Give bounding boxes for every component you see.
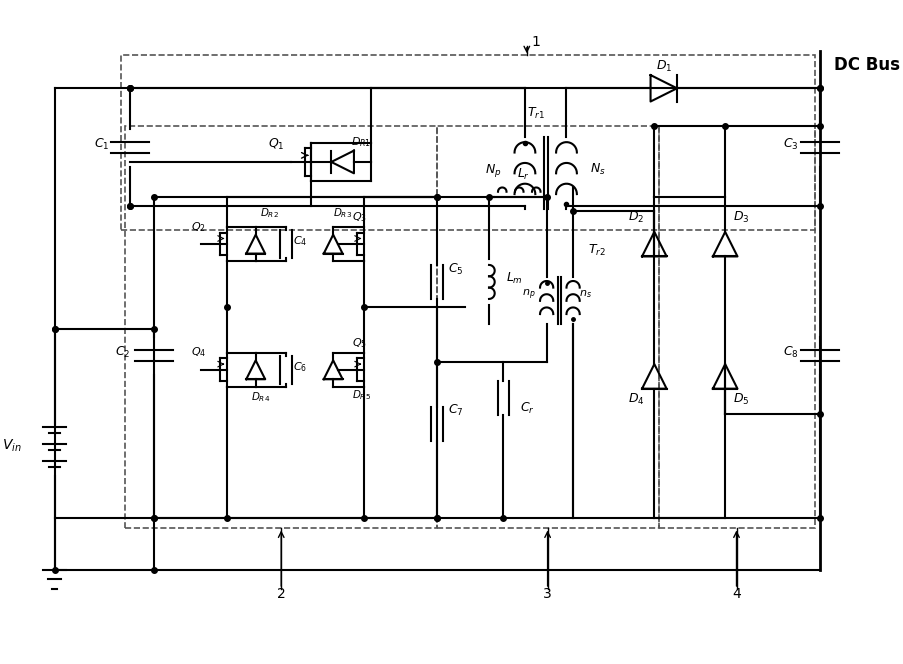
- Text: $C_7$: $C_7$: [448, 403, 463, 418]
- Text: $D_{R2}$: $D_{R2}$: [260, 206, 279, 220]
- Text: $D_{R3}$: $D_{R3}$: [333, 206, 352, 220]
- Text: $T_{r2}$: $T_{r2}$: [588, 242, 605, 258]
- Text: $D_1$: $D_1$: [655, 58, 671, 74]
- Text: $Q_5$: $Q_5$: [351, 336, 367, 350]
- Text: $N_s$: $N_s$: [589, 162, 605, 177]
- Text: $D_5$: $D_5$: [732, 392, 749, 407]
- Text: 3: 3: [543, 588, 552, 602]
- Text: $D_3$: $D_3$: [732, 210, 749, 224]
- Text: $T_{r1}$: $T_{r1}$: [526, 106, 545, 121]
- Text: $D_{R1}$: $D_{R1}$: [351, 135, 371, 149]
- Text: $L_m$: $L_m$: [506, 271, 522, 286]
- Text: $C_4$: $C_4$: [293, 234, 308, 248]
- Text: $n_s$: $n_s$: [578, 288, 591, 300]
- Text: $n_p$: $n_p$: [522, 288, 535, 302]
- Text: $C_r$: $C_r$: [519, 401, 535, 416]
- Text: $D_4$: $D_4$: [628, 392, 644, 407]
- Text: $Q_1$: $Q_1$: [268, 137, 284, 152]
- Text: $Q_2$: $Q_2$: [191, 220, 206, 234]
- Text: $Q_3$: $Q_3$: [351, 210, 367, 224]
- Text: $N_p$: $N_p$: [485, 163, 501, 179]
- Text: $D_{R4}$: $D_{R4}$: [251, 390, 270, 404]
- Text: $C_6$: $C_6$: [293, 360, 307, 374]
- Text: 2: 2: [276, 588, 285, 602]
- Text: $C_1$: $C_1$: [94, 137, 109, 152]
- Text: 4: 4: [731, 588, 740, 602]
- Text: $C_2$: $C_2$: [115, 345, 130, 360]
- Text: 1: 1: [531, 35, 540, 48]
- Text: $L_r$: $L_r$: [517, 167, 530, 182]
- Text: $C_8$: $C_8$: [782, 345, 798, 360]
- Text: $V_{in}$: $V_{in}$: [2, 438, 22, 454]
- Text: $D_{R5}$: $D_{R5}$: [351, 388, 370, 402]
- Text: $D_2$: $D_2$: [628, 210, 644, 224]
- Text: DC Bus: DC Bus: [833, 56, 898, 74]
- Text: $Q_4$: $Q_4$: [191, 346, 207, 359]
- Text: $C_5$: $C_5$: [448, 262, 463, 277]
- Text: $C_3$: $C_3$: [782, 137, 798, 152]
